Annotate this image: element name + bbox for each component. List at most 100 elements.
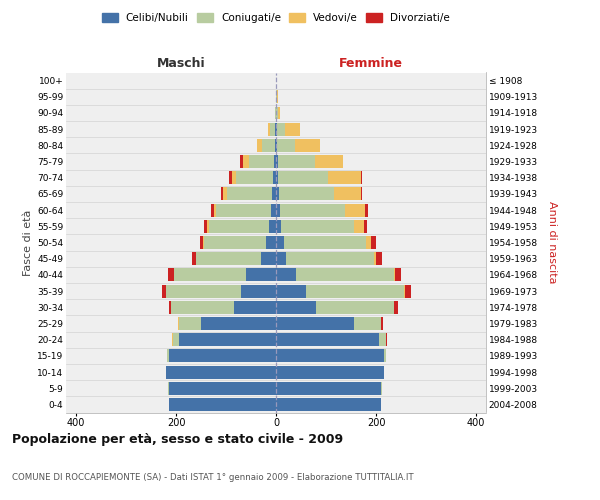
Bar bbox=[284, 122, 299, 136]
Bar bbox=[233, 301, 276, 314]
Bar bbox=[257, 139, 262, 152]
Text: COMUNE DI ROCCAPIEMONTE (SA) - Dati ISTAT 1° gennaio 2009 - Elaborazione TUTTITA: COMUNE DI ROCCAPIEMONTE (SA) - Dati ISTA… bbox=[12, 473, 413, 482]
Text: Popolazione per età, sesso e stato civile - 2009: Popolazione per età, sesso e stato civil… bbox=[12, 432, 343, 446]
Bar bbox=[162, 284, 166, 298]
Bar bbox=[167, 268, 173, 281]
Bar bbox=[328, 172, 361, 184]
Bar bbox=[334, 188, 361, 200]
Bar bbox=[262, 139, 275, 152]
Bar bbox=[261, 252, 276, 265]
Bar bbox=[232, 172, 235, 184]
Bar bbox=[276, 188, 278, 200]
Bar bbox=[383, 350, 386, 362]
Bar bbox=[207, 220, 209, 233]
Bar bbox=[173, 333, 179, 346]
Bar bbox=[221, 188, 223, 200]
Legend: Celibi/Nubili, Coniugati/e, Vedovi/e, Divorziati/e: Celibi/Nubili, Coniugati/e, Vedovi/e, Di… bbox=[102, 12, 450, 23]
Bar bbox=[216, 204, 271, 216]
Bar bbox=[227, 188, 272, 200]
Bar bbox=[203, 236, 266, 249]
Bar bbox=[286, 252, 373, 265]
Bar bbox=[200, 236, 203, 249]
Bar bbox=[179, 333, 276, 346]
Bar bbox=[191, 252, 196, 265]
Bar bbox=[296, 268, 394, 281]
Bar bbox=[276, 301, 316, 314]
Bar bbox=[276, 220, 281, 233]
Bar bbox=[266, 236, 276, 249]
Bar bbox=[276, 122, 277, 136]
Bar bbox=[361, 188, 362, 200]
Bar bbox=[276, 350, 383, 362]
Bar bbox=[278, 188, 334, 200]
Bar bbox=[277, 122, 284, 136]
Bar bbox=[211, 204, 214, 216]
Bar bbox=[276, 398, 381, 411]
Bar bbox=[376, 252, 382, 265]
Bar bbox=[204, 220, 207, 233]
Bar bbox=[373, 252, 376, 265]
Bar bbox=[280, 204, 345, 216]
Bar bbox=[276, 366, 383, 378]
Bar bbox=[276, 268, 296, 281]
Bar bbox=[277, 106, 280, 120]
Bar bbox=[274, 155, 276, 168]
Bar bbox=[365, 204, 367, 216]
Bar bbox=[179, 317, 201, 330]
Bar bbox=[404, 284, 410, 298]
Bar bbox=[277, 155, 315, 168]
Bar bbox=[169, 382, 276, 394]
Text: Maschi: Maschi bbox=[157, 57, 206, 70]
Text: Femmine: Femmine bbox=[338, 57, 403, 70]
Bar bbox=[167, 350, 169, 362]
Bar bbox=[173, 268, 246, 281]
Bar bbox=[276, 252, 286, 265]
Bar bbox=[315, 155, 343, 168]
Bar bbox=[381, 317, 383, 330]
Bar bbox=[276, 204, 280, 216]
Bar bbox=[364, 220, 367, 233]
Bar bbox=[366, 236, 371, 249]
Bar bbox=[284, 236, 366, 249]
Bar bbox=[209, 220, 269, 233]
Bar bbox=[166, 366, 276, 378]
Bar bbox=[276, 106, 277, 120]
Bar bbox=[371, 236, 376, 249]
Bar bbox=[214, 204, 216, 216]
Bar bbox=[276, 333, 379, 346]
Bar bbox=[272, 188, 276, 200]
Bar bbox=[223, 188, 227, 200]
Bar bbox=[169, 301, 171, 314]
Bar bbox=[196, 252, 261, 265]
Bar bbox=[235, 172, 273, 184]
Bar bbox=[271, 204, 276, 216]
Bar bbox=[394, 268, 395, 281]
Bar bbox=[275, 122, 276, 136]
Bar bbox=[276, 139, 277, 152]
Bar bbox=[268, 122, 270, 136]
Bar bbox=[306, 284, 404, 298]
Bar bbox=[275, 139, 276, 152]
Bar bbox=[277, 139, 295, 152]
Bar bbox=[353, 220, 364, 233]
Bar bbox=[394, 301, 398, 314]
Bar bbox=[270, 122, 275, 136]
Bar bbox=[276, 382, 381, 394]
Bar bbox=[242, 155, 248, 168]
Y-axis label: Anni di nascita: Anni di nascita bbox=[547, 201, 557, 283]
Bar bbox=[276, 155, 277, 168]
Bar bbox=[166, 284, 241, 298]
Bar bbox=[241, 284, 276, 298]
Bar bbox=[275, 106, 276, 120]
Bar bbox=[171, 301, 233, 314]
Bar bbox=[248, 155, 274, 168]
Bar bbox=[379, 333, 386, 346]
Bar bbox=[201, 317, 276, 330]
Bar bbox=[345, 204, 365, 216]
Bar bbox=[229, 172, 232, 184]
Bar bbox=[353, 317, 381, 330]
Y-axis label: Fasce di età: Fasce di età bbox=[23, 210, 33, 276]
Bar bbox=[273, 172, 276, 184]
Bar bbox=[316, 301, 394, 314]
Bar bbox=[169, 398, 276, 411]
